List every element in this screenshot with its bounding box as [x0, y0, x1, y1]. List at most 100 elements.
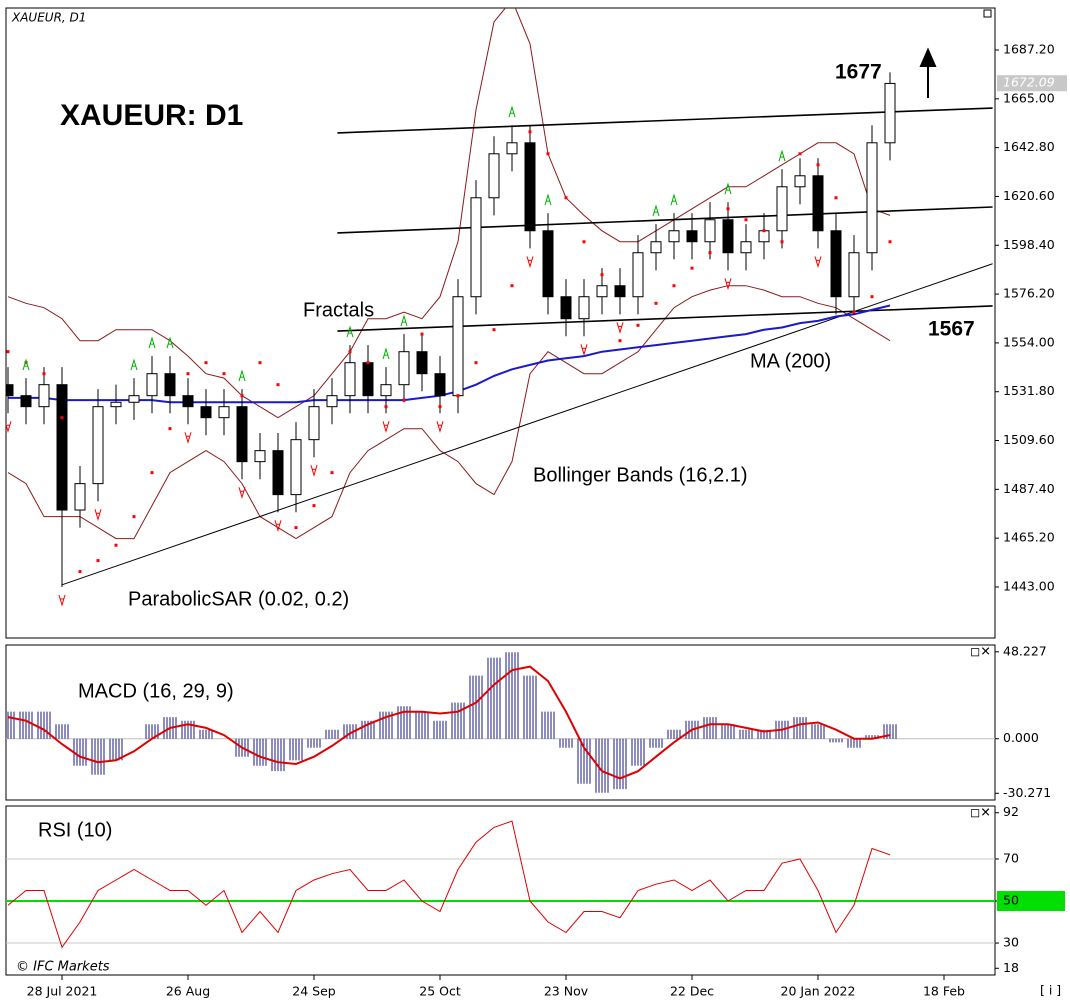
- panel-icons[interactable]: ◻✕: [970, 805, 991, 820]
- level-label: 1677: [835, 61, 882, 84]
- y-tick-label: 18: [1003, 960, 1019, 975]
- sar-dot: [294, 526, 298, 530]
- candle-body: [254, 450, 266, 463]
- macd-panel: [5, 644, 996, 801]
- footer: © IFC Markets: [16, 960, 110, 975]
- sar-dot: [834, 196, 838, 200]
- fractal-down: [274, 520, 282, 532]
- fractal-down: [526, 256, 534, 269]
- fractal-down: [310, 465, 318, 477]
- fractal-up: [400, 314, 408, 327]
- sar-dot: [600, 273, 604, 277]
- candle-body: [740, 241, 752, 254]
- x-tick-label: 23 Nov: [544, 984, 589, 999]
- candle-body: [182, 395, 194, 408]
- y-tick-label: 1487.40: [1003, 481, 1055, 496]
- candle-body: [506, 142, 518, 155]
- candle-body: [560, 296, 572, 320]
- panel-icons[interactable]: ◻✕: [970, 644, 991, 659]
- trendline: [337, 206, 993, 234]
- rsi-panel: [5, 805, 996, 976]
- candle-body: [596, 285, 608, 298]
- candle-body: [776, 186, 788, 232]
- up-arrow: [919, 47, 937, 98]
- sar-dot: [564, 196, 568, 200]
- candle-body: [6, 384, 14, 397]
- y-tick-label: 1576.20: [1003, 286, 1055, 301]
- panel-title: RSI (10): [38, 819, 112, 841]
- fractal-up: [238, 369, 246, 382]
- sar-dot: [402, 398, 406, 402]
- info-button[interactable]: [ i ]: [1040, 983, 1061, 998]
- y-tick-label: 1620.60: [1003, 188, 1055, 203]
- candle-body: [20, 395, 32, 408]
- sar-dot: [528, 130, 532, 134]
- fractal-up: [652, 204, 660, 217]
- indicator-label: Fractals: [303, 299, 374, 321]
- x-tick-label: 20 Jan 2022: [781, 984, 856, 999]
- sar-dot: [6, 350, 10, 354]
- sar-dot: [222, 372, 226, 376]
- candle-body: [704, 219, 716, 243]
- y-tick-label: 1554.00: [1003, 334, 1055, 349]
- sar-dot: [636, 323, 640, 327]
- sar-dot: [330, 471, 334, 475]
- y-tick-label: 1443.00: [1003, 578, 1055, 593]
- y-tick-label: 0.000: [1003, 730, 1039, 745]
- candle-body: [110, 401, 122, 408]
- fractal-up: [724, 182, 732, 195]
- candle-body: [758, 230, 770, 243]
- candle-body: [434, 373, 446, 397]
- window-title: XAUEUR, D1: [11, 11, 86, 25]
- candle-body: [416, 351, 428, 375]
- x-tick-label: 24 Sep: [292, 984, 336, 999]
- y-tick-label: -30.271: [1003, 785, 1051, 800]
- sar-dot: [168, 427, 172, 431]
- candle-body: [290, 439, 302, 496]
- sar-dot: [438, 405, 442, 409]
- sar-dot: [744, 218, 748, 222]
- window-icon[interactable]: [983, 9, 992, 18]
- fractal-up: [130, 358, 138, 371]
- sar-dot: [618, 339, 622, 343]
- candle-body: [794, 175, 806, 188]
- fractal-down: [814, 256, 822, 269]
- signal-line: [7, 665, 891, 780]
- x-tick-label: 26 Aug: [166, 984, 210, 999]
- candle-body: [632, 252, 644, 298]
- y-tick-label: 1598.40: [1003, 237, 1055, 252]
- fractal-up: [346, 325, 354, 338]
- chart-title: XAUEUR: D1: [60, 99, 243, 132]
- panel-layer: [6, 820, 995, 949]
- ma-line: [8, 304, 891, 404]
- sar-dot: [150, 471, 154, 475]
- candle-body: [470, 197, 482, 298]
- candle-body: [614, 285, 626, 298]
- y-tick-label: 1531.80: [1003, 383, 1055, 398]
- sar-dot: [96, 559, 100, 563]
- sar-dot: [492, 328, 496, 332]
- candle-body: [236, 406, 248, 463]
- candle-body: [200, 406, 212, 419]
- sar-dot: [672, 284, 676, 288]
- rsi-line: [7, 820, 891, 949]
- sar-dot: [348, 350, 352, 354]
- candle-body: [308, 406, 320, 441]
- fractal-up: [778, 149, 786, 162]
- bollinger-upper: [7, 8, 891, 419]
- y-tick-label: 30: [1003, 935, 1019, 950]
- candle-body: [884, 82, 896, 144]
- fractal-up: [670, 193, 678, 206]
- candle-body: [452, 296, 464, 397]
- fractal-up: [166, 336, 174, 349]
- sar-dot: [114, 543, 118, 547]
- fractal-down: [580, 344, 588, 357]
- candle-body: [650, 241, 662, 254]
- last-price-box: [997, 75, 1067, 92]
- sar-dot: [654, 301, 658, 305]
- sar-dot: [204, 361, 208, 365]
- sar-dot: [816, 163, 820, 167]
- fractal-up: [148, 336, 156, 349]
- trendline: [337, 107, 993, 134]
